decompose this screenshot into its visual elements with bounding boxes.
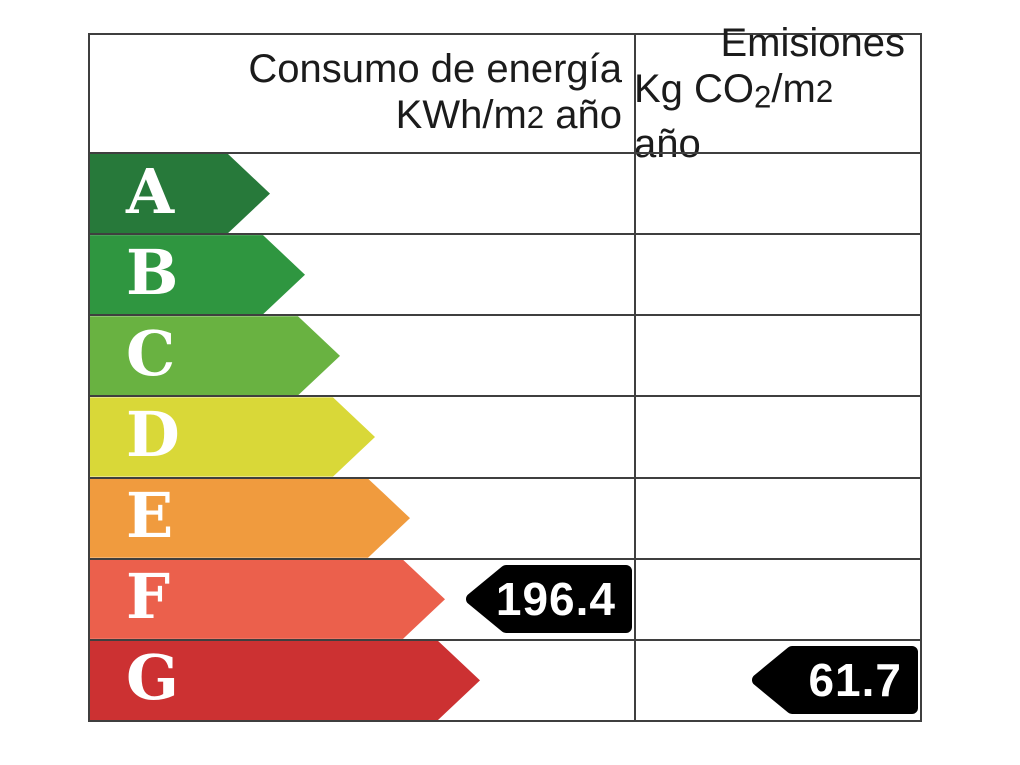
consumo-value-marker: 196.4 (462, 563, 634, 635)
rating-row-e: E (90, 476, 920, 558)
consumo-unit: KWh/m2 año (395, 93, 622, 137)
rating-arrow-a: A (90, 154, 270, 233)
left-arrow-icon (752, 646, 918, 715)
rating-arrow-d: D (90, 397, 375, 476)
rating-arrow-e: E (90, 479, 410, 558)
left-arrow-icon (466, 565, 632, 634)
rating-letter-e: E (126, 479, 174, 553)
rating-arrow-g: G (90, 641, 480, 720)
rating-row-a: A (90, 152, 920, 233)
rating-arrow-f: F (90, 560, 445, 639)
rating-row-c: C (90, 314, 920, 395)
header-row: Consumo de energía KWh/m2 año Emisiones … (90, 21, 920, 166)
consumo-header-cell: Consumo de energía KWh/m2 año (90, 35, 634, 152)
rating-row-f: F 196.4 (90, 557, 920, 639)
rating-letter-b: B (126, 235, 179, 309)
emisiones-header-cell: Emisiones Kg CO2/m2 año (634, 21, 920, 166)
consumo-value: 196.4 (495, 573, 616, 626)
energy-rating-table: Consumo de energía KWh/m2 año Emisiones … (88, 21, 922, 722)
rating-arrow-c: C (90, 316, 340, 395)
emisiones-title: Emisiones (720, 21, 905, 66)
rating-letter-f: F (126, 560, 171, 634)
rating-row-g: G 61.7 (90, 638, 920, 720)
rating-letter-c: C (126, 316, 176, 390)
emisiones-unit: Kg CO2/m2 año (634, 67, 834, 166)
rating-row-d: D (90, 395, 920, 476)
rating-arrow-b: B (90, 235, 305, 314)
emisiones-value-marker: 61.7 (748, 644, 920, 716)
rating-letter-d: D (126, 397, 180, 471)
rating-letter-a: A (126, 154, 175, 228)
rating-row-b: B (90, 233, 920, 314)
emisiones-value: 61.7 (808, 654, 902, 707)
column-divider (634, 35, 636, 720)
rating-letter-g: G (126, 641, 179, 715)
consumo-title: Consumo de energía (248, 47, 622, 91)
